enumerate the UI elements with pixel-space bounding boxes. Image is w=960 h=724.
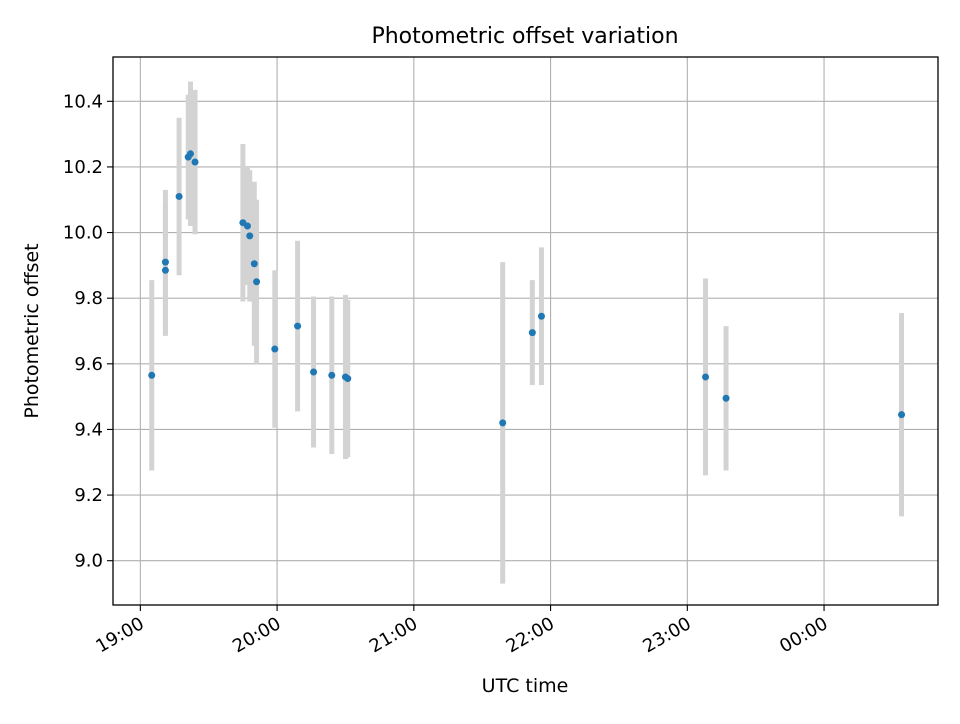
- x-tick-label: 22:00: [503, 613, 558, 657]
- data-point: [344, 375, 352, 383]
- data-point: [186, 150, 194, 158]
- y-tick-label: 9.4: [74, 419, 103, 440]
- data-point: [246, 232, 254, 240]
- y-tick-label: 9.6: [74, 354, 103, 375]
- y-tick-label: 10.0: [63, 223, 103, 244]
- data-point: [161, 266, 169, 274]
- data-point: [191, 158, 199, 166]
- x-tick-label: 20:00: [229, 613, 284, 657]
- data-point: [148, 371, 156, 379]
- error-bars: [149, 81, 905, 584]
- y-tick-label: 9.2: [74, 485, 103, 506]
- data-points: [148, 150, 906, 427]
- y-tick-label: 9.0: [74, 551, 103, 572]
- data-point: [898, 411, 906, 419]
- data-point: [310, 368, 318, 376]
- x-tick-label: 19:00: [92, 613, 147, 657]
- chart-title: Photometric offset variation: [371, 24, 678, 49]
- x-tick-label: 21:00: [366, 613, 421, 657]
- data-point: [250, 260, 258, 268]
- data-point: [253, 278, 261, 286]
- data-point: [175, 192, 183, 200]
- data-point: [294, 322, 302, 330]
- gridlines: [113, 57, 938, 605]
- data-point: [271, 345, 279, 353]
- data-point: [702, 373, 710, 381]
- x-axis-label: UTC time: [482, 675, 569, 697]
- data-point: [499, 419, 507, 427]
- data-point: [161, 258, 169, 266]
- y-axis-label: Photometric offset: [21, 243, 43, 418]
- data-point: [537, 312, 545, 320]
- data-point: [722, 394, 730, 402]
- y-tick-label: 10.2: [63, 157, 103, 178]
- data-point: [243, 222, 251, 230]
- x-tick-label: 23:00: [639, 613, 694, 657]
- y-tick-label: 9.8: [74, 288, 103, 309]
- x-tick-label: 00:00: [776, 613, 831, 657]
- data-point: [328, 371, 336, 379]
- y-tick-label: 10.4: [63, 91, 103, 112]
- data-point: [528, 329, 536, 337]
- plot-frame: [112, 56, 939, 606]
